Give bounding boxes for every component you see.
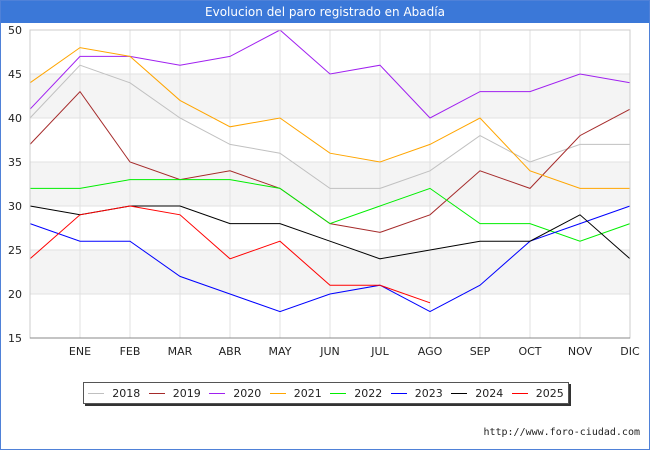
chart-title: Evolucion del paro registrado en Abadía <box>1 1 649 23</box>
legend-item-2022: 2022 <box>330 387 382 400</box>
legend-label: 2019 <box>172 386 201 400</box>
x-tick-label: MAR <box>168 345 193 358</box>
legend-item-2018: 2018 <box>88 387 140 400</box>
y-tick-label: 35 <box>8 156 22 169</box>
x-tick-label: DIC <box>620 345 640 358</box>
y-tick-label: 30 <box>8 200 22 213</box>
legend-label: 2021 <box>293 386 322 400</box>
x-tick-label: JUN <box>319 345 340 358</box>
legend-item-2023: 2023 <box>390 386 443 400</box>
legend-label: 2025 <box>535 386 564 400</box>
series-line-2018 <box>29 64 630 189</box>
series-line-2025 <box>29 205 431 304</box>
y-tick-label: 20 <box>8 288 22 301</box>
y-tick-label: 50 <box>8 24 22 37</box>
y-tick-label: 45 <box>8 68 22 81</box>
y-tick-label: 15 <box>8 332 22 345</box>
y-axis-ticks: 15 20 25 30 35 40 45 50 <box>8 24 22 345</box>
legend-label: 2018 <box>112 386 141 400</box>
x-tick-label: FEB <box>120 345 141 358</box>
x-tick-label: ENE <box>69 345 91 358</box>
legend-label: 2020 <box>233 386 262 400</box>
legend-swatch <box>148 392 165 394</box>
series-lines <box>29 29 631 313</box>
x-tick-label: OCT <box>518 345 541 358</box>
y-tick-label: 40 <box>8 112 22 125</box>
x-tick-label: ABR <box>219 345 242 358</box>
legend-label: 2023 <box>414 386 443 400</box>
x-tick-label: NOV <box>568 345 593 358</box>
y-tick-label: 25 <box>8 244 22 257</box>
legend-item-2021: 2021 <box>269 386 322 400</box>
legend-label: 2024 <box>475 386 504 400</box>
legend: 2018 2019 2020 2021 2022 2023 2024 2025 <box>83 382 569 404</box>
legend-label: 2022 <box>354 386 383 400</box>
legend-swatch <box>451 392 468 394</box>
series-line-2021 <box>29 47 630 189</box>
legend-item-2019: 2019 <box>148 386 201 400</box>
legend-swatch <box>88 392 105 394</box>
legend-item-2024: 2024 <box>451 387 503 400</box>
legend-swatch <box>390 392 407 394</box>
legend-item-2020: 2020 <box>209 387 261 400</box>
axes <box>29 29 631 339</box>
x-tick-label: SEP <box>470 345 491 358</box>
legend-swatch <box>209 392 226 394</box>
x-axis-ticks: ENE FEB MAR ABR MAY JUN JUL AGO SEP OCT NOV DIC <box>69 345 640 358</box>
x-tick-label: JUL <box>370 345 389 358</box>
legend-swatch <box>269 392 286 394</box>
x-tick-label: MAY <box>269 345 292 358</box>
source-credit: http://www.foro-ciudad.com <box>483 427 640 438</box>
legend-item-2025: 2025 <box>511 386 564 400</box>
series-line-2022 <box>30 179 631 242</box>
x-tick-label: AGO <box>418 345 443 358</box>
legend-swatch <box>330 392 347 394</box>
legend-swatch <box>511 392 528 394</box>
